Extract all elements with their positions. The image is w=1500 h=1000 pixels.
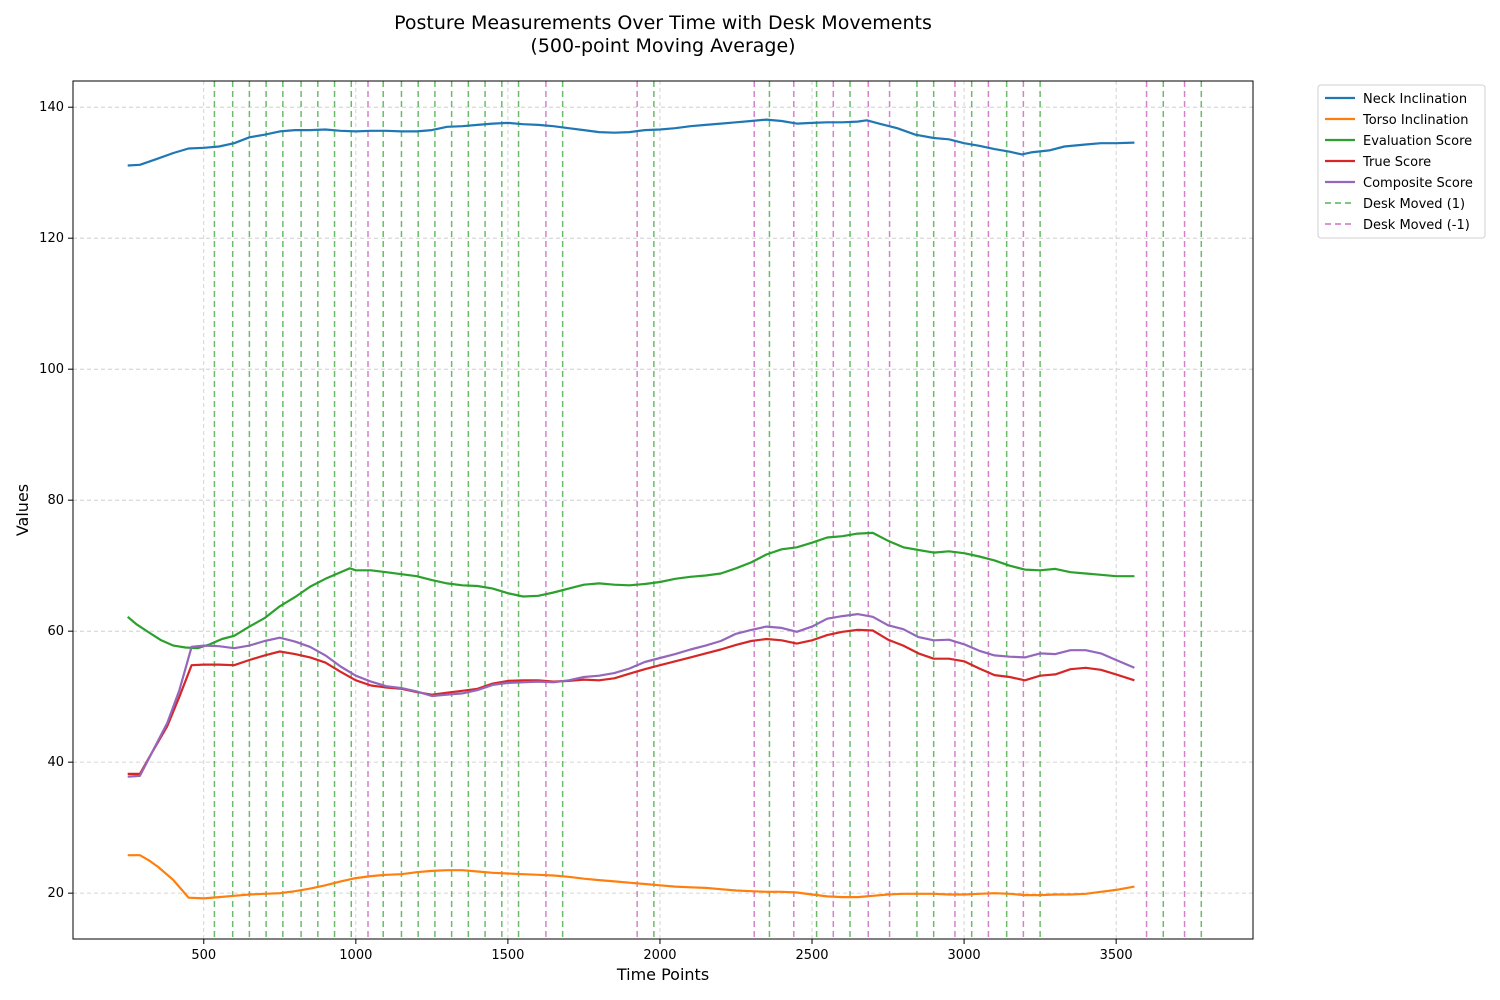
x-tick-label: 1500 bbox=[491, 948, 524, 963]
y-tick-label: 80 bbox=[47, 493, 64, 508]
grid-lines bbox=[73, 81, 1253, 939]
y-axis-label: Values bbox=[13, 484, 32, 536]
y-tick-label: 100 bbox=[39, 362, 64, 377]
legend: Neck Inclination Torso Inclination Evaluat… bbox=[1317, 84, 1486, 239]
legend-frame bbox=[1317, 84, 1486, 239]
chart-subtitle: (500-point Moving Average) bbox=[530, 35, 795, 57]
series-lines bbox=[126, 118, 1135, 900]
y-tick-label: 60 bbox=[47, 624, 64, 639]
series-line-true-score bbox=[127, 628, 1135, 775]
series-line-composite-score bbox=[127, 613, 1135, 778]
legend-label: Neck Inclination bbox=[1363, 92, 1467, 107]
y-tick-label: 40 bbox=[47, 755, 64, 770]
chart-title: Posture Measurements Over Time with Desk… bbox=[394, 12, 932, 34]
x-tick-label: 1000 bbox=[339, 948, 372, 963]
x-tick-label: 3000 bbox=[948, 948, 981, 963]
plot-frame bbox=[72, 80, 1254, 940]
y-tick-label: 140 bbox=[39, 100, 64, 115]
y-axis-ticks: 20 40 60 80 100 120 140 bbox=[39, 100, 73, 901]
series-line-evaluation-score bbox=[126, 531, 1135, 650]
x-axis-label: Time Points bbox=[616, 965, 709, 984]
x-tick-label: 2500 bbox=[795, 948, 828, 963]
desk-move-lines bbox=[213, 81, 1203, 939]
x-tick-label: 3500 bbox=[1100, 948, 1133, 963]
x-axis-ticks: 500 1000 1500 2000 2500 3000 3500 bbox=[191, 939, 1133, 963]
x-tick-label: 500 bbox=[191, 948, 216, 963]
y-tick-label: 120 bbox=[39, 231, 64, 246]
legend-label: Torso Inclination bbox=[1362, 113, 1468, 128]
series-line-neck-inclination bbox=[127, 118, 1135, 167]
x-tick-label: 2000 bbox=[643, 948, 676, 963]
series-line-torso-inclination bbox=[127, 854, 1135, 900]
y-tick-label: 20 bbox=[47, 886, 64, 901]
legend-label: Composite Score bbox=[1363, 176, 1473, 191]
legend-label: Desk Moved (1) bbox=[1363, 197, 1465, 212]
legend-label: True Score bbox=[1362, 155, 1431, 170]
legend-label: Evaluation Score bbox=[1363, 134, 1472, 149]
legend-label: Desk Moved (-1) bbox=[1363, 218, 1470, 233]
